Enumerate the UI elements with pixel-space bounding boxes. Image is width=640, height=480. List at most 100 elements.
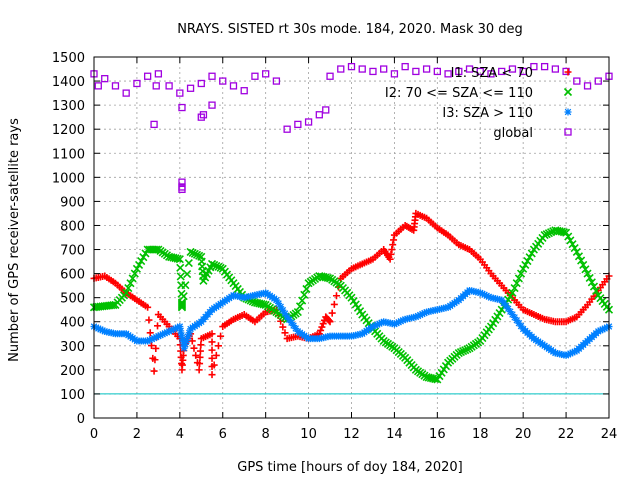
data-point: [157, 331, 165, 339]
data-point: [163, 328, 171, 336]
data-point: [154, 70, 163, 78]
data-point: [295, 302, 305, 311]
legend-marker: [563, 87, 573, 97]
data-point: [388, 320, 396, 328]
x-tick-label: 4: [176, 427, 184, 442]
data-point: [169, 325, 177, 333]
data-point: [414, 312, 422, 320]
data-point: [566, 350, 574, 358]
data-point: [111, 82, 120, 90]
data-point: [390, 236, 398, 244]
data-point: [453, 298, 461, 306]
data-point: [177, 327, 185, 335]
data-point: [428, 374, 438, 383]
data-point: [292, 324, 300, 332]
data-point: [277, 303, 285, 311]
data-point: [96, 325, 104, 333]
data-point: [192, 250, 202, 259]
data-point: [347, 62, 356, 71]
data-point: [214, 342, 222, 350]
data-point: [538, 340, 546, 348]
data-point: [326, 72, 334, 80]
data-point: [573, 77, 581, 85]
legend-label: I3: SZA > 110: [442, 106, 533, 121]
data-point: [128, 274, 137, 283]
y-axis-label: Number of GPS receiver-satellite rays: [7, 118, 22, 362]
data-point: [393, 319, 401, 327]
data-point: [240, 87, 248, 95]
y-tick-label: 1500: [52, 51, 85, 66]
data-point: [431, 306, 439, 314]
legend-marker: [564, 108, 572, 116]
data-point: [137, 257, 146, 266]
data-point: [387, 250, 395, 258]
data-point: [302, 333, 310, 341]
y-tick-label: 1100: [52, 147, 85, 162]
y-tick-label: 100: [60, 388, 85, 403]
data-point: [210, 361, 218, 369]
data-point: [96, 302, 105, 311]
data-point: [186, 84, 195, 92]
legend-marker: [564, 128, 572, 136]
data-point: [185, 329, 193, 337]
data-point: [219, 77, 227, 85]
data-point: [132, 264, 141, 273]
data-point: [179, 292, 188, 301]
data-point: [483, 292, 491, 300]
data-point: [512, 279, 521, 288]
data-point: [167, 326, 175, 334]
data-point: [465, 65, 474, 73]
data-point: [196, 360, 204, 368]
x-tick-label: 12: [343, 427, 360, 442]
legend: I1: SZA < 70 I2: 70 <= SZA <= 110 I3: SZA …: [385, 66, 573, 141]
data-point: [521, 260, 530, 270]
data-point: [181, 340, 189, 348]
data-point: [173, 254, 182, 263]
data-point: [523, 257, 532, 266]
data-point: [367, 256, 375, 264]
data-point: [131, 295, 139, 303]
data-point: [508, 65, 517, 73]
data-point: [260, 310, 268, 318]
y-tick-label: 300: [60, 340, 85, 355]
data-point: [109, 301, 118, 310]
x-tick-label: 14: [386, 427, 403, 442]
data-point: [146, 329, 154, 337]
data-point: [560, 351, 568, 359]
data-point: [217, 300, 225, 308]
data-point: [496, 296, 504, 304]
data-point: [564, 350, 572, 358]
data-point: [279, 323, 287, 331]
data-point: [142, 337, 149, 345]
data-point: [195, 251, 204, 260]
data-point: [177, 302, 187, 311]
data-point: [260, 289, 268, 297]
data-point: [557, 227, 566, 236]
x-tick-label: 22: [558, 427, 575, 442]
data-point: [151, 356, 159, 364]
data-point: [570, 244, 579, 253]
y-tick-label: 700: [60, 244, 85, 259]
data-point: [431, 374, 440, 384]
data-point: [474, 288, 482, 296]
data-point: [530, 62, 538, 71]
data-point: [227, 276, 236, 285]
x-tick-label: 6: [219, 427, 227, 442]
data-point: [124, 283, 133, 293]
data-point: [227, 317, 235, 325]
data-point: [528, 333, 536, 341]
data-point: [119, 291, 129, 300]
data-point: [324, 333, 332, 341]
x-tick-label: 20: [515, 427, 532, 442]
data-point: [572, 247, 581, 257]
x-tick-label: 24: [601, 427, 618, 442]
data-point: [217, 332, 225, 340]
x-tick-label: 0: [90, 427, 98, 442]
data-point: [126, 279, 135, 288]
data-point: [560, 318, 568, 326]
data-point: [478, 290, 486, 298]
data-point: [294, 120, 302, 129]
data-point: [150, 367, 158, 375]
data-point: [506, 292, 515, 301]
